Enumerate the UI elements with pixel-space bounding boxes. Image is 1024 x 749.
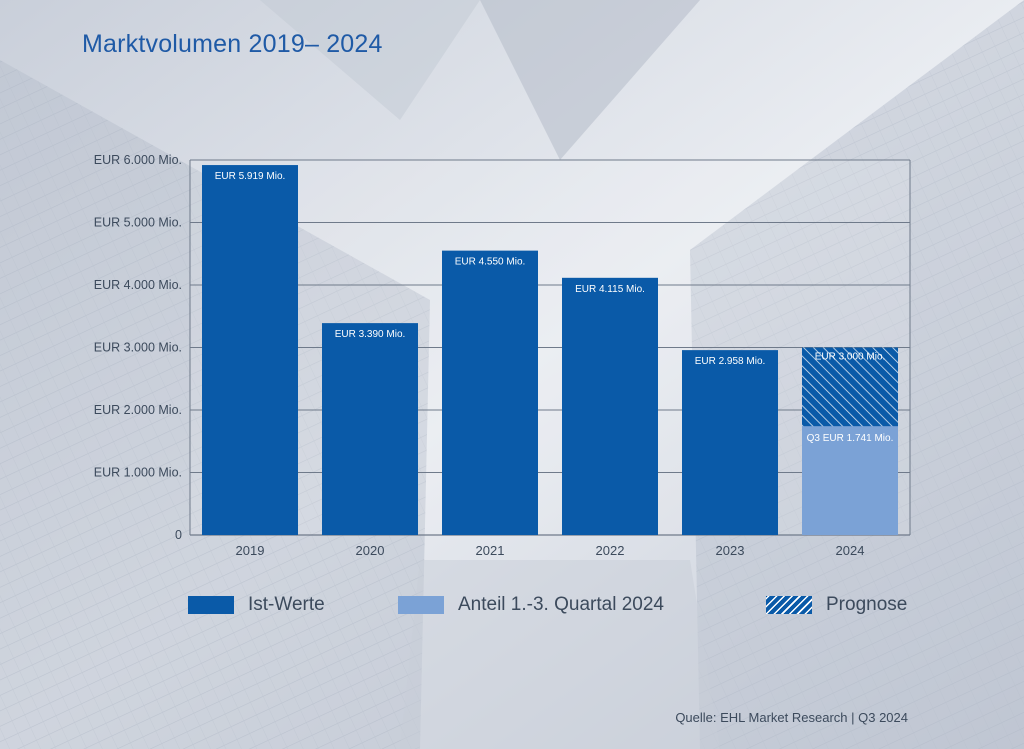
legend-label-prognose: Prognose [826,594,908,615]
bar-label-2022: EUR 4.115 Mio. [575,284,645,295]
bar-2022 [562,277,658,535]
y-tick-label: EUR 1.000 Mio. [94,466,182,480]
bar-label-2021: EUR 4.550 Mio. [455,257,526,268]
bar-label-prognose-2024: EUR 3.000 Mio. [815,352,886,363]
bar-label-2023: EUR 2.958 Mio. [695,356,766,367]
legend-item-ist: Ist-Werte [188,593,325,617]
bar-2023 [682,350,778,535]
y-tick-label: EUR 4.000 Mio. [94,278,182,292]
plot-area: 0 EUR 1.000 Mio. EUR 2.000 Mio. EUR 3.000 M… [94,153,911,558]
legend-item-anteil: Anteil 1.-3. Quartal 2024 [398,593,664,617]
x-tick-label-2023: 2023 [716,543,745,558]
bar-2020 [322,323,418,535]
legend-item-prognose: Prognose [766,593,907,617]
bar-2019 [202,165,298,535]
legend-label-anteil: Anteil 1.-3. Quartal 2024 [458,594,664,615]
source-note: Quelle: EHL Market Research | Q3 2024 [675,710,908,725]
x-tick-label-2024: 2024 [836,543,865,558]
x-tick-label-2019: 2019 [236,543,265,558]
x-tick-label-2020: 2020 [356,543,385,558]
y-tick-label: EUR 6.000 Mio. [94,153,182,167]
legend-label-ist: Ist-Werte [248,594,325,615]
bar-label-2020: EUR 3.390 Mio. [335,329,406,340]
legend-swatch-prognose [766,596,812,614]
legend-swatch-anteil [398,596,444,614]
y-tick-label: 0 [175,528,182,542]
legend-swatch-ist [188,596,234,614]
chart-title: Marktvolumen 2019– 2024 [82,30,383,58]
y-tick-label: EUR 2.000 Mio. [94,403,182,417]
bar-anteil-2024 [802,426,898,535]
bar-2021 [442,250,538,535]
y-tick-label: EUR 3.000 Mio. [94,341,182,355]
y-tick-label: EUR 5.000 Mio. [94,216,182,230]
x-tick-label-2021: 2021 [476,543,505,558]
bar-label-q3-2024: Q3 EUR 1.741 Mio. [807,433,894,444]
x-tick-label-2022: 2022 [596,543,625,558]
bar-label-2019: EUR 5.919 Mio. [215,171,286,182]
